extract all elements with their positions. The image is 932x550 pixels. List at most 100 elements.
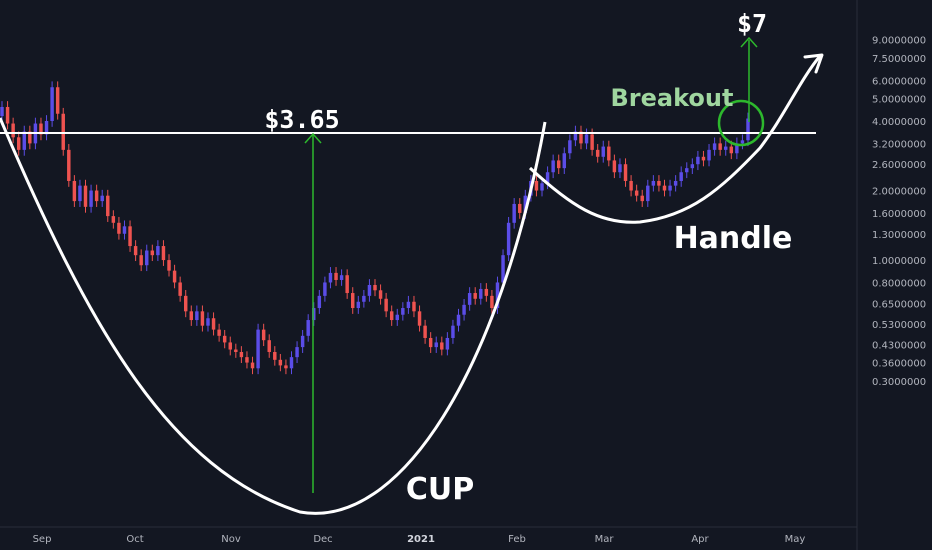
candle-up [401,308,405,315]
candle-up [690,164,695,169]
candle-up [479,288,483,299]
candle-up [317,295,322,309]
candle-up [356,301,361,309]
candle-down [11,123,15,138]
candle-up [562,153,567,169]
x-tick-label: Apr [691,534,709,545]
candle-up [724,146,728,150]
candle-down [234,349,238,352]
candle-up [512,203,516,223]
candle-down [590,134,594,150]
cup-curve [0,117,547,515]
candle-up [50,87,54,121]
candle-up [406,301,411,309]
handle-arrow-icon [803,53,824,74]
candle-down [473,293,477,299]
candle-up [323,282,327,296]
candle-down [623,164,628,181]
x-tick-label: Sep [33,534,52,545]
candle-down [106,195,110,217]
candle-down [389,311,394,321]
candle-up [339,275,344,280]
y-tick-label: 9.0000000 [872,36,926,47]
candle-down [518,203,522,213]
candle-up [523,195,528,213]
candle-up [467,293,472,305]
candle-down [133,246,138,256]
candle-up [44,121,49,135]
candle-up [618,164,622,173]
y-tick-label: 1.0000000 [872,256,926,267]
candle-up [696,156,700,165]
candle-up [395,314,399,321]
candle-down [94,190,99,202]
candle-up [735,143,739,154]
candle-down [579,131,583,144]
x-tick-label: 2021 [407,534,435,545]
candle-down [534,180,539,191]
candle-down [267,340,271,352]
candle-down [412,301,416,312]
candle-down [428,337,433,348]
candle-down [28,131,32,144]
time-axis: Sep Oct Nov Dec 2021 Feb Mar Apr May [33,534,806,545]
candle-up [495,282,500,309]
candle-down [139,255,143,266]
candle-down [662,185,667,191]
candle-down [117,222,121,234]
y-tick-label: 0.3600000 [872,359,926,370]
candle-down [334,272,338,280]
candle-down [16,137,21,150]
x-tick-label: Feb [508,534,526,545]
breakout-circle [717,99,765,147]
candle-up [451,325,455,338]
candle-up [646,185,650,202]
candle-down [607,146,611,161]
candle-up [122,226,127,234]
candle-down [273,352,277,360]
y-tick-label: 2.0000000 [872,187,926,198]
target-arrow-icon [740,36,758,48]
candle-down [629,180,633,191]
x-tick-label: Oct [126,534,143,545]
candle-up [0,106,4,117]
candle-down [640,195,644,202]
breakout-label: Breakout [611,84,734,112]
candle-down [284,365,288,369]
candle-up [573,131,578,141]
candle-down [261,329,266,341]
candle-up [445,337,450,350]
candle-up [367,285,372,296]
candle-up [740,140,745,144]
candle-up [156,246,160,256]
candle-down [718,143,722,150]
candle-down [278,359,283,366]
candle-down [211,318,216,330]
candle-up [746,118,750,141]
candle-up [256,329,260,369]
candle-down [373,285,377,291]
candle-down [417,311,422,326]
candle-down [217,329,221,336]
candle-up [685,168,689,173]
candle-down [351,293,355,309]
candle-up [712,143,717,150]
y-tick-label: 6.0000000 [872,76,926,87]
candle-down [245,357,249,363]
candle-down [612,160,617,173]
candle-down [423,325,427,338]
y-tick-label: 0.8000000 [872,278,926,289]
candle-up [195,311,199,321]
candle-up [89,190,93,207]
y-tick-label: 1.6000000 [872,209,926,220]
candle-up [295,347,299,358]
candle-up [679,172,683,181]
candle-up [501,255,505,283]
candle-down [345,275,349,294]
candle-down [150,250,155,256]
candle-up [434,342,438,348]
candle-down [83,185,88,207]
candle-down [228,342,232,350]
candle-up [289,357,294,369]
